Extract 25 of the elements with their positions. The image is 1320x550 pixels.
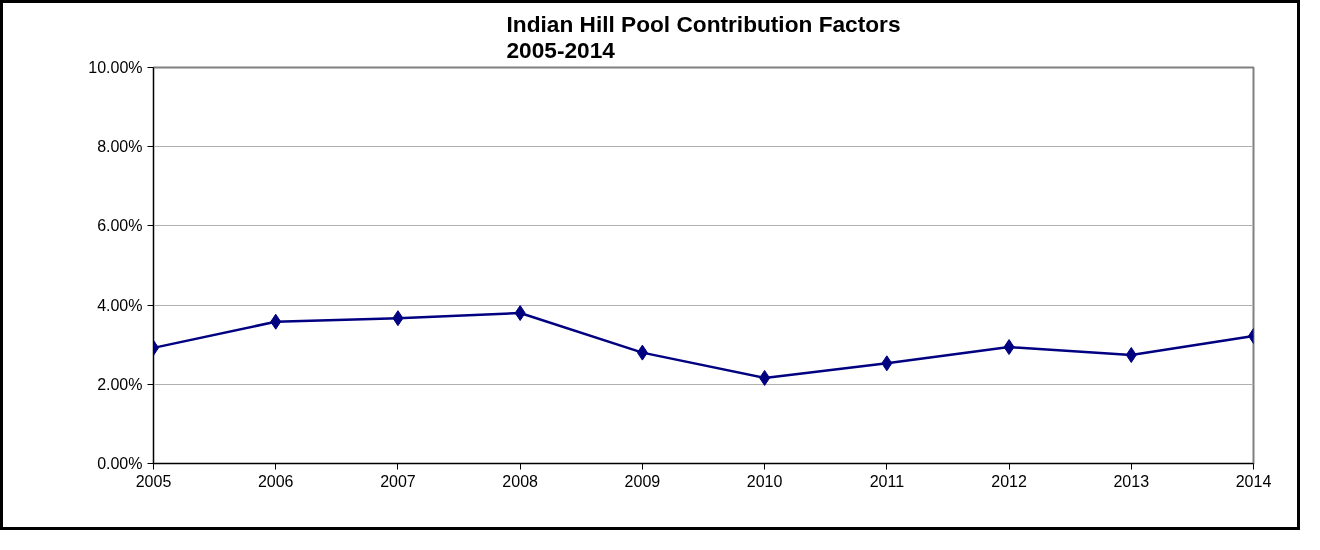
x-tick-label: 2005 bbox=[135, 472, 172, 490]
y-tick-label: 6.00% bbox=[97, 217, 143, 235]
x-tick-label: 2009 bbox=[624, 472, 661, 490]
x-tick-label: 2006 bbox=[257, 472, 294, 490]
x-tick-label: 2013 bbox=[1113, 472, 1150, 490]
x-tick-label: 2008 bbox=[502, 472, 539, 490]
point bbox=[759, 369, 771, 386]
x-tick-label: 2012 bbox=[991, 472, 1027, 490]
point bbox=[270, 313, 282, 330]
y-tick-label: 4.00% bbox=[97, 296, 143, 314]
y-tick-label: 2.00% bbox=[97, 375, 143, 393]
point bbox=[392, 310, 404, 327]
point bbox=[1125, 347, 1137, 363]
point bbox=[514, 305, 526, 322]
point bbox=[881, 355, 893, 372]
y-tick-label: 10.00% bbox=[88, 59, 143, 76]
point bbox=[636, 344, 648, 361]
y-tick-label: 8.00% bbox=[97, 138, 143, 156]
x-tick-label: 2010 bbox=[746, 472, 783, 490]
point bbox=[1003, 339, 1015, 356]
x-tick-label: 2011 bbox=[869, 472, 905, 490]
chart-title: Indian Hill Pool Contribution Factors 2005-2014 bbox=[506, 10, 901, 63]
x-tick-label: 2007 bbox=[380, 472, 416, 490]
y-tick-label: 0.00% bbox=[97, 455, 143, 472]
x-tick-label: 2014 bbox=[1235, 472, 1272, 490]
